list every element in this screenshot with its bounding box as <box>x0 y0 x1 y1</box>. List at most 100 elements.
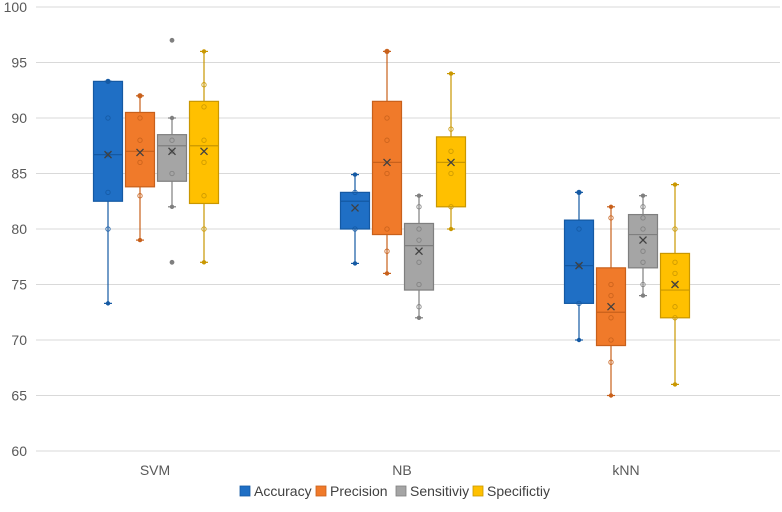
data-point <box>448 204 454 210</box>
outlier-point <box>169 37 175 43</box>
legend: Accuracy Precision Sensitiviy Specifictiy <box>239 483 550 499</box>
iqr-box <box>156 134 188 182</box>
max-point <box>137 93 143 99</box>
data-point <box>640 215 646 221</box>
data-point <box>105 189 111 196</box>
data-point <box>105 151 111 158</box>
data-point <box>201 226 207 232</box>
x-tick-label: kNN <box>612 462 639 478</box>
data-point <box>416 204 422 210</box>
iqr-box <box>188 100 220 205</box>
mean-marker <box>607 302 615 311</box>
box-sensitiviy-knn <box>627 193 659 298</box>
min-point <box>608 393 614 398</box>
data-point <box>384 248 390 254</box>
mean-marker <box>383 158 391 167</box>
data-point <box>448 126 454 132</box>
box-sensitiviy-nb <box>403 193 435 320</box>
iqr-box <box>659 252 691 319</box>
box-sensitiviy-svm <box>156 37 188 265</box>
data-point <box>169 170 175 177</box>
min-point <box>576 337 582 343</box>
data-point <box>384 115 390 121</box>
y-tick-label: 90 <box>11 110 27 126</box>
data-point <box>201 159 207 166</box>
data-point <box>201 82 207 88</box>
y-tick-label: 75 <box>11 277 27 293</box>
legend-label-accuracy: Accuracy <box>254 483 312 499</box>
data-point <box>672 281 678 288</box>
iqr-box <box>92 80 124 202</box>
legend-label-sensitiviy: Sensitiviy <box>410 483 469 499</box>
max-point <box>672 182 678 187</box>
min-point <box>384 271 390 276</box>
max-point <box>608 204 614 209</box>
data-point <box>608 215 614 221</box>
data-point <box>640 226 646 232</box>
data-point <box>448 148 454 154</box>
mean-marker <box>136 148 144 157</box>
max-point <box>640 193 646 198</box>
max-point <box>105 79 111 84</box>
y-tick-label: 65 <box>11 388 27 404</box>
data-point <box>672 259 678 265</box>
mean-marker <box>447 158 455 167</box>
data-point <box>640 281 646 288</box>
legend-swatch-precision <box>315 485 327 497</box>
data-point <box>137 159 143 166</box>
data-point <box>640 259 646 265</box>
max-point <box>201 49 207 54</box>
data-point <box>201 104 207 110</box>
legend-swatch-sensitiviy <box>395 485 407 497</box>
iqr-box <box>124 111 156 188</box>
box-accuracy-nb <box>339 172 371 266</box>
data-point <box>608 315 614 321</box>
data-point <box>448 170 454 177</box>
iqr-box <box>371 100 403 236</box>
data-point <box>672 304 678 310</box>
mean-marker <box>104 150 112 159</box>
y-tick-label: 70 <box>11 332 27 348</box>
data-point <box>672 315 678 321</box>
data-point <box>352 226 358 232</box>
box-precision-nb <box>371 48 403 276</box>
min-point <box>416 315 422 320</box>
data-point <box>384 170 390 177</box>
y-tick-label: 100 <box>4 0 28 15</box>
data-point <box>608 359 614 365</box>
box-specifictiy-nb <box>435 71 467 232</box>
data-point <box>608 292 614 299</box>
box-accuracy-svm <box>92 78 124 306</box>
outlier-point <box>169 259 175 265</box>
box-precision-svm <box>124 93 156 243</box>
data-point <box>416 259 422 265</box>
iqr-box <box>339 191 371 230</box>
box-specifictiy-knn <box>659 182 691 387</box>
data-point <box>576 262 582 269</box>
data-point <box>576 300 582 307</box>
min-point <box>137 237 143 243</box>
data-point <box>416 237 422 243</box>
y-tick-label: 80 <box>11 221 27 237</box>
iqr-box <box>563 219 595 304</box>
data-point <box>416 304 422 310</box>
data-point <box>352 189 358 196</box>
iqr-box <box>435 136 467 208</box>
data-point <box>672 270 678 277</box>
max-point <box>576 190 582 195</box>
min-point <box>448 226 454 232</box>
data-point <box>576 226 582 232</box>
mean-marker <box>168 147 176 156</box>
min-point <box>105 301 111 306</box>
data-point <box>384 226 390 232</box>
max-point <box>416 193 422 198</box>
min-point <box>169 204 175 209</box>
data-point <box>672 226 678 232</box>
data-point <box>608 337 614 343</box>
x-tick-label: NB <box>392 462 411 478</box>
max-point <box>352 172 358 177</box>
max-point <box>169 115 175 121</box>
data-point <box>137 193 143 199</box>
